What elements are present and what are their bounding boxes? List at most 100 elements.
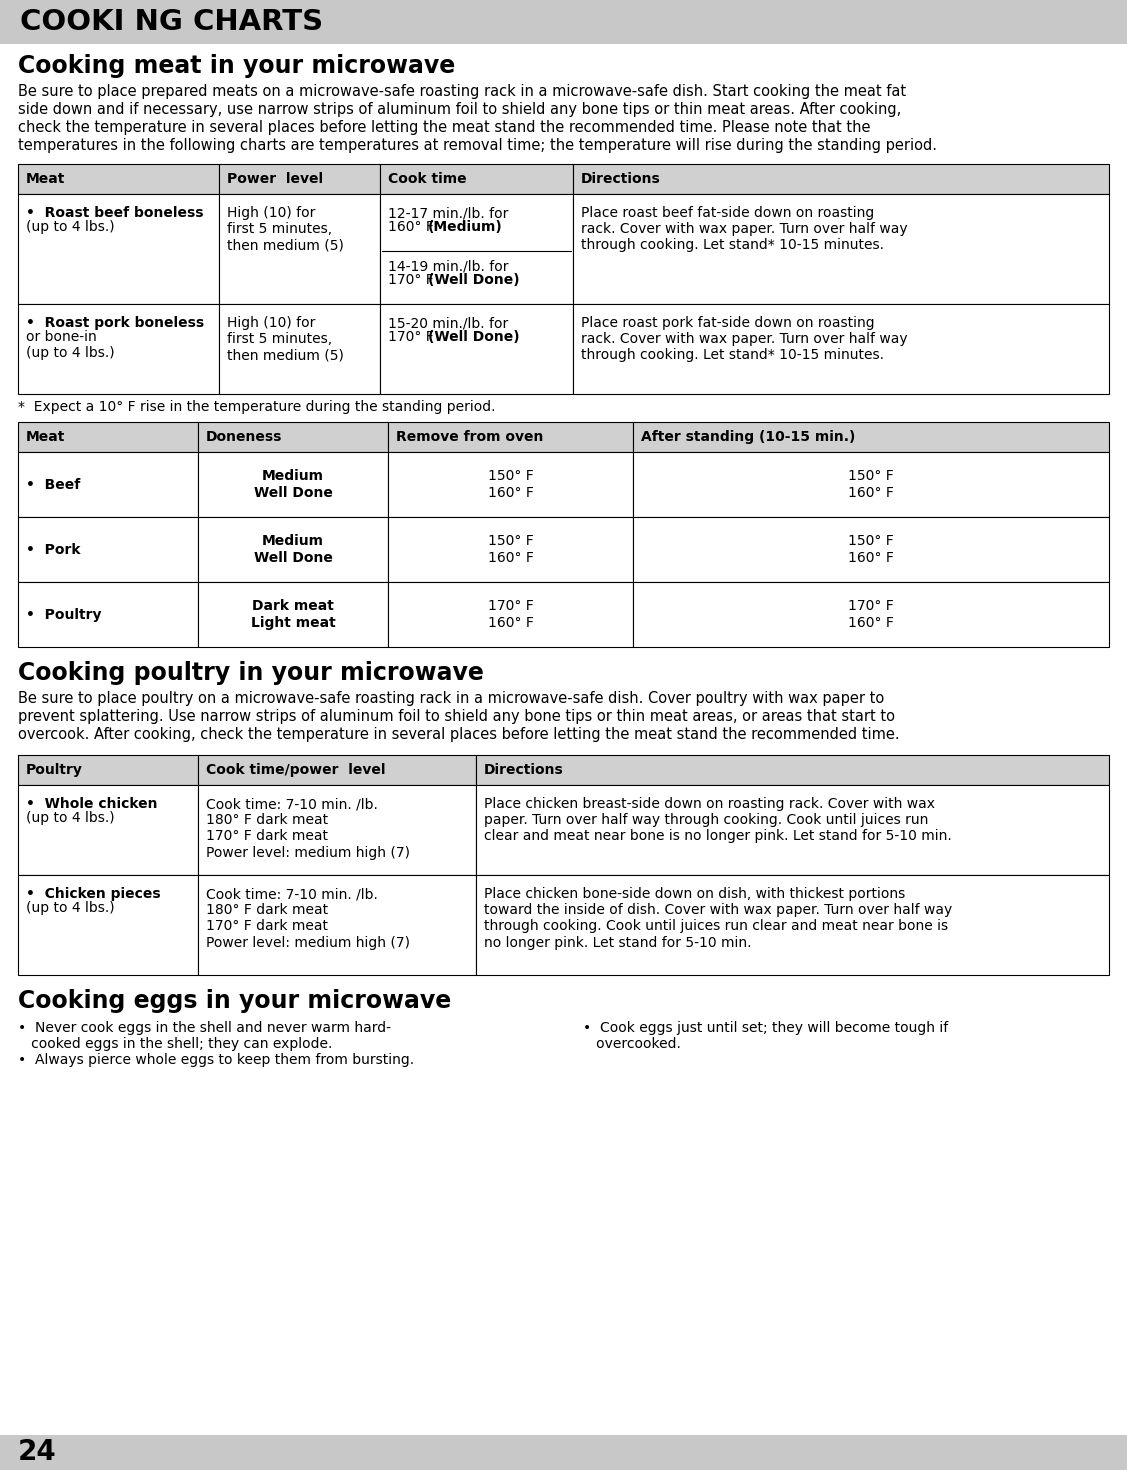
Bar [476, 785, 1109, 875]
Text: COOKI NG CHARTS: COOKI NG CHARTS [20, 7, 323, 35]
Text: (Medium): (Medium) [428, 220, 503, 234]
Text: High (10) for
first 5 minutes,
then medium (5): High (10) for first 5 minutes, then medi… [227, 316, 344, 363]
Text: Medium
Well Done: Medium Well Done [254, 535, 332, 564]
Text: side down and if necessary, use narrow strips of aluminum foil to shield any bon: side down and if necessary, use narrow s… [18, 101, 902, 118]
Text: Directions: Directions [582, 172, 660, 187]
Bar [388, 517, 633, 582]
Bar [18, 756, 198, 785]
Bar [219, 194, 380, 304]
Text: Place roast beef fat-side down on roasting
rack. Cover with wax paper. Turn over: Place roast beef fat-side down on roasti… [582, 206, 907, 253]
Text: 150° F
160° F: 150° F 160° F [488, 469, 533, 500]
Text: Place chicken breast-side down on roasting rack. Cover with wax
paper. Turn over: Place chicken breast-side down on roasti… [483, 797, 951, 844]
Text: Directions: Directions [483, 763, 564, 778]
Text: Be sure to place prepared meats on a microwave-safe roasting rack in a microwave: Be sure to place prepared meats on a mic… [18, 84, 906, 98]
Text: Cooking poultry in your microwave: Cooking poultry in your microwave [18, 662, 483, 685]
Bar [476, 875, 1109, 975]
Text: Cook time: 7-10 min. /lb.
180° F dark meat
170° F dark meat
Power level: medium : Cook time: 7-10 min. /lb. 180° F dark me… [206, 797, 410, 860]
Text: *  Expect a 10° F rise in the temperature during the standing period.: * Expect a 10° F rise in the temperature… [18, 400, 496, 415]
Bar [388, 451, 633, 517]
Text: Power  level: Power level [227, 172, 323, 187]
Text: Meat: Meat [26, 431, 65, 444]
Bar [573, 165, 1109, 194]
Bar [388, 422, 633, 451]
Text: (Well Done): (Well Done) [428, 273, 520, 287]
Text: 15-20 min./lb. for: 15-20 min./lb. for [388, 316, 508, 329]
Text: 170° F: 170° F [388, 329, 438, 344]
Bar [0, 1435, 1127, 1470]
Bar [18, 582, 198, 647]
Text: 150° F
160° F: 150° F 160° F [848, 535, 894, 564]
Bar [633, 517, 1109, 582]
Text: Place roast pork fat-side down on roasting
rack. Cover with wax paper. Turn over: Place roast pork fat-side down on roasti… [582, 316, 907, 363]
Text: overcook. After cooking, check the temperature in several places before letting : overcook. After cooking, check the tempe… [18, 728, 899, 742]
Bar [198, 875, 476, 975]
Text: (up to 4 lbs.): (up to 4 lbs.) [26, 811, 115, 825]
Bar [18, 451, 198, 517]
Bar [476, 756, 1109, 785]
Bar [198, 517, 388, 582]
Text: (up to 4 lbs.): (up to 4 lbs.) [26, 220, 115, 234]
Text: •  Chicken pieces: • Chicken pieces [26, 886, 161, 901]
Text: 12-17 min./lb. for: 12-17 min./lb. for [388, 206, 508, 220]
Bar [633, 451, 1109, 517]
Bar [18, 165, 219, 194]
Text: Cooking eggs in your microwave: Cooking eggs in your microwave [18, 989, 451, 1013]
Bar [219, 165, 380, 194]
Bar [219, 304, 380, 394]
Bar [198, 785, 476, 875]
Text: (up to 4 lbs.): (up to 4 lbs.) [26, 901, 115, 914]
Text: Cooking meat in your microwave: Cooking meat in your microwave [18, 54, 455, 78]
Text: •  Roast pork boneless: • Roast pork boneless [26, 316, 204, 329]
Text: temperatures in the following charts are temperatures at removal time; the tempe: temperatures in the following charts are… [18, 138, 937, 153]
Text: 160° F: 160° F [388, 220, 438, 234]
Bar [198, 451, 388, 517]
Text: •  Roast beef boneless: • Roast beef boneless [26, 206, 204, 220]
Bar [573, 194, 1109, 304]
Text: 150° F
160° F: 150° F 160° F [488, 535, 533, 564]
Bar [380, 165, 573, 194]
Text: 150° F
160° F: 150° F 160° F [848, 469, 894, 500]
Bar [380, 194, 573, 304]
Text: Dark meat
Light meat: Dark meat Light meat [250, 600, 336, 629]
Bar [18, 517, 198, 582]
Text: •  Always pierce whole eggs to keep them from bursting.: • Always pierce whole eggs to keep them … [18, 1053, 414, 1067]
Text: •  Pork: • Pork [26, 542, 80, 557]
Bar [18, 304, 219, 394]
Bar [18, 785, 198, 875]
Text: Place chicken bone-side down on dish, with thickest portions
toward the inside o: Place chicken bone-side down on dish, wi… [483, 886, 952, 950]
Bar [18, 875, 198, 975]
Text: 24: 24 [18, 1439, 56, 1467]
Text: Cook time: 7-10 min. /lb.
180° F dark meat
170° F dark meat
Power level: medium : Cook time: 7-10 min. /lb. 180° F dark me… [206, 886, 410, 950]
Text: Poultry: Poultry [26, 763, 83, 778]
Bar [18, 422, 198, 451]
Text: 170° F: 170° F [388, 273, 438, 287]
Text: 170° F
160° F: 170° F 160° F [488, 600, 533, 629]
Text: High (10) for
first 5 minutes,
then medium (5): High (10) for first 5 minutes, then medi… [227, 206, 344, 253]
Text: or bone-in
(up to 4 lbs.): or bone-in (up to 4 lbs.) [26, 329, 115, 360]
Text: •  Poultry: • Poultry [26, 607, 101, 622]
Bar [18, 194, 219, 304]
Text: check the temperature in several places before letting the meat stand the recomm: check the temperature in several places … [18, 121, 870, 135]
Text: •  Cook eggs just until set; they will become tough if
   overcooked.: • Cook eggs just until set; they will be… [583, 1022, 948, 1051]
Bar [0, 0, 1127, 44]
Bar [388, 582, 633, 647]
Text: Cook time/power  level: Cook time/power level [206, 763, 385, 778]
Bar [198, 582, 388, 647]
Bar [573, 304, 1109, 394]
Text: Remove from oven: Remove from oven [396, 431, 543, 444]
Bar [633, 422, 1109, 451]
Text: Medium
Well Done: Medium Well Done [254, 469, 332, 500]
Text: •  Beef: • Beef [26, 478, 80, 491]
Text: Cook time: Cook time [388, 172, 467, 187]
Text: Be sure to place poultry on a microwave-safe roasting rack in a microwave-safe d: Be sure to place poultry on a microwave-… [18, 691, 885, 706]
Text: •  Whole chicken: • Whole chicken [26, 797, 158, 811]
Text: 170° F
160° F: 170° F 160° F [848, 600, 894, 629]
Text: Doneness: Doneness [206, 431, 283, 444]
Bar [198, 422, 388, 451]
Text: After standing (10-15 min.): After standing (10-15 min.) [641, 431, 855, 444]
Bar [198, 756, 476, 785]
Text: Meat: Meat [26, 172, 65, 187]
Text: prevent splattering. Use narrow strips of aluminum foil to shield any bone tips : prevent splattering. Use narrow strips o… [18, 709, 895, 725]
Text: •  Never cook eggs in the shell and never warm hard-
   cooked eggs in the shell: • Never cook eggs in the shell and never… [18, 1022, 391, 1051]
Bar [380, 304, 573, 394]
